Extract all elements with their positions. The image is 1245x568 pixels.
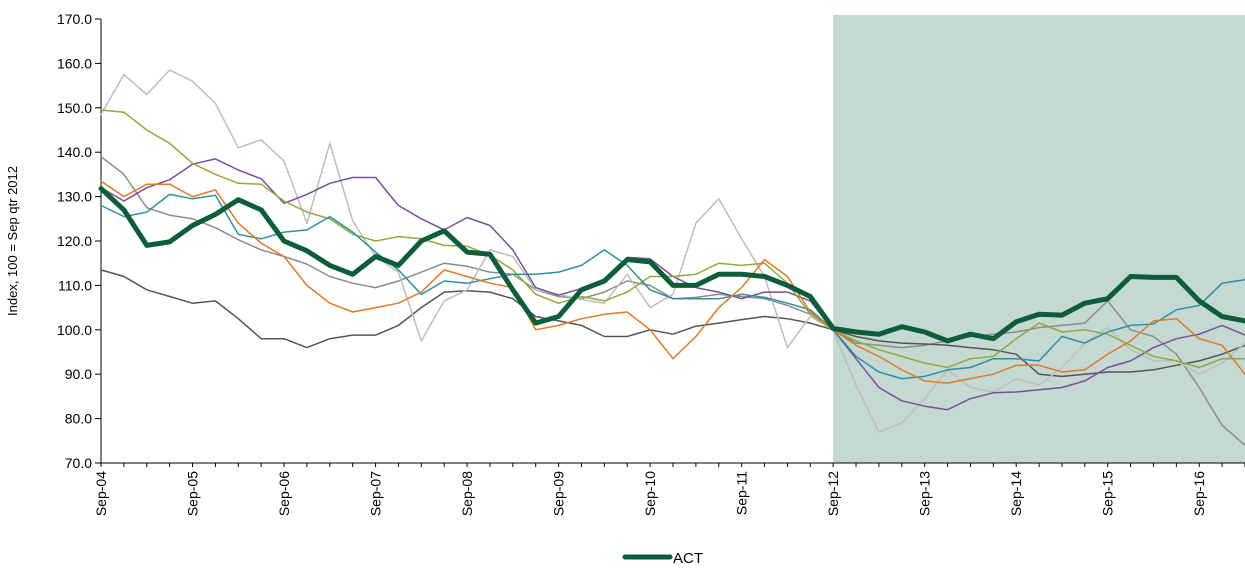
x-tick-label: Sep-13	[917, 471, 933, 516]
x-tick-label: Sep-14	[1008, 471, 1024, 516]
y-axis: 70.0 80.0 90.0 100.0 110.0 120.0 130.0 140.0 150…	[57, 11, 102, 471]
y-tick-label: 80.0	[65, 411, 92, 427]
series-line	[100, 193, 1245, 380]
y-tick-label: 110.0	[58, 277, 92, 293]
y-tick-label: 150.0	[57, 100, 92, 116]
x-tick-label: Sep-06	[276, 471, 292, 516]
x-tick-label: Sep-10	[642, 471, 658, 516]
series-line	[100, 69, 1245, 433]
series-layer	[98, 69, 1245, 446]
series-line-act	[98, 186, 1245, 344]
x-tick-label: Sep-16	[1191, 471, 1207, 516]
y-tick-label: 140.0	[57, 144, 92, 160]
series-line	[100, 109, 1245, 369]
x-tick-label: Sep-11	[734, 471, 750, 515]
x-tick-label: Sep-15	[1100, 471, 1116, 516]
series-line	[100, 180, 1245, 384]
series-line	[100, 269, 1245, 378]
legend-label: ACT	[673, 550, 703, 567]
y-tick-label: 160.0	[57, 55, 92, 71]
x-tick-label: Sep-04	[93, 471, 109, 516]
x-tick-label: Sep-07	[368, 471, 384, 516]
y-tick-label: 170.0	[57, 11, 92, 27]
y-axis-title: Index, 100 = Sep qtr 2012	[5, 166, 20, 316]
x-tick-label: Sep-09	[551, 471, 567, 516]
x-tick-label: Sep-08	[459, 471, 475, 516]
y-tick-label: 120.0	[57, 233, 92, 249]
legend: ACT	[622, 550, 703, 567]
forecast-shaded-region	[833, 15, 1245, 463]
y-tick-label: 100.0	[57, 322, 92, 338]
x-tick-label: Sep-12	[825, 471, 841, 516]
y-tick-label: 70.0	[65, 455, 92, 471]
y-tick-label: 90.0	[65, 366, 92, 382]
y-tick-label: 130.0	[57, 189, 92, 205]
x-axis: Sep-04 Sep-05 Sep-06 Sep-07 Sep-08 Sep-09 Sep-…	[93, 462, 1245, 516]
x-tick-label: Sep-05	[185, 471, 201, 516]
